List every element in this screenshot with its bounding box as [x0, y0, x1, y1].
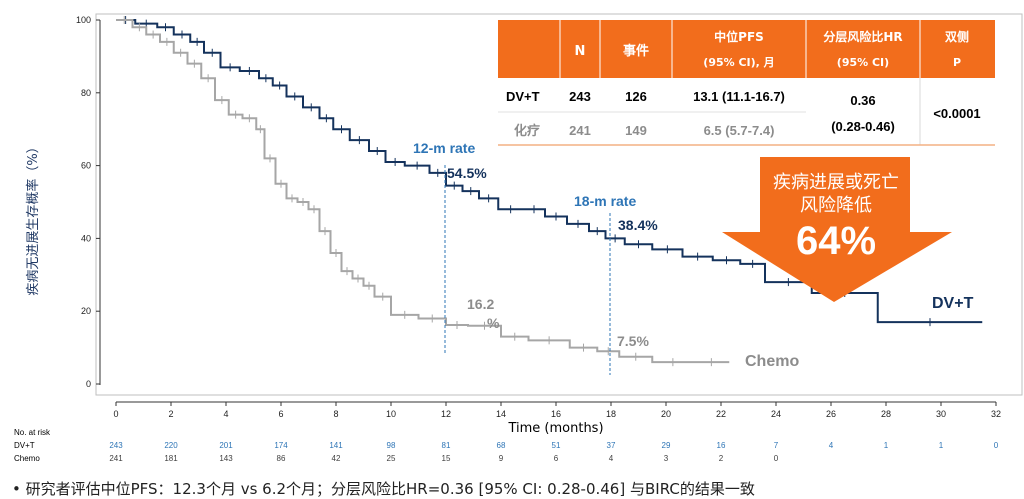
- risk-value: 2: [719, 454, 724, 463]
- risk-value: 1: [884, 441, 889, 450]
- risk-value: 6: [554, 454, 559, 463]
- x-axis-title: Time (months): [507, 421, 603, 436]
- risk-value: 1: [939, 441, 944, 450]
- risk-value: 243: [109, 441, 123, 450]
- risk-value: 51: [552, 441, 561, 450]
- table-header-p: P: [953, 56, 961, 69]
- x-tick-label: 30: [936, 409, 946, 419]
- risk-value: 81: [442, 441, 451, 450]
- y-tick-label: 20: [81, 306, 91, 316]
- chemo-series-label: Chemo: [745, 353, 799, 370]
- rate18-chemo-value: 7.5%: [617, 333, 649, 349]
- summary-table-header-bg: [498, 20, 995, 78]
- x-tick-label: 2: [168, 409, 173, 419]
- x-tick-label: 8: [333, 409, 338, 419]
- risk-value: 29: [662, 441, 671, 450]
- risk-value: 181: [164, 454, 178, 463]
- rate18-dvt-value: 38.4%: [618, 217, 658, 233]
- risk-value: 0: [994, 441, 999, 450]
- table-header-median-ci: (95% CI), 月: [703, 56, 774, 69]
- x-tick-label: 16: [551, 409, 561, 419]
- risk-value: 15: [442, 454, 451, 463]
- rate12-chemo-value-line2: %: [487, 315, 500, 331]
- y-tick-label: 40: [81, 233, 91, 243]
- y-tick-label: 100: [76, 15, 91, 25]
- y-tick-label: 80: [81, 88, 91, 98]
- table-hr-value: 0.36: [850, 93, 875, 108]
- callout-line2: 风险降低: [800, 195, 872, 216]
- risk-value: 37: [607, 441, 616, 450]
- risk-value: 42: [332, 454, 341, 463]
- x-tick-label: 22: [716, 409, 726, 419]
- x-tick-label: 10: [386, 409, 396, 419]
- rate12-dvt-value: 54.5%: [447, 165, 487, 181]
- x-tick-label: 26: [826, 409, 836, 419]
- summary-table: N 事件 中位PFS (95% CI), 月 分层风险比HR (95% CI) …: [498, 20, 995, 146]
- table-row-chemo-events: 149: [625, 123, 647, 138]
- table-row-dvt-events: 126: [625, 89, 647, 104]
- table-row-dvt-arm: DV+T: [506, 89, 540, 104]
- risk-value: 68: [497, 441, 506, 450]
- risk-row-label-dvt: DV+T: [14, 441, 35, 450]
- callout-line1: 疾病进展或死亡: [773, 172, 899, 193]
- x-tick-label: 18: [606, 409, 616, 419]
- risk-value: 25: [387, 454, 396, 463]
- table-hr-ci: (0.28-0.46): [831, 119, 895, 134]
- x-tick-label: 4: [223, 409, 228, 419]
- risk-value: 98: [387, 441, 396, 450]
- y-tick-label: 0: [86, 379, 91, 389]
- x-tick-label: 0: [113, 409, 118, 419]
- table-header-twosided: 双侧: [945, 29, 969, 44]
- table-row-dvt-median: 13.1 (11.1-16.7): [693, 89, 785, 104]
- table-row-dvt-n: 243: [569, 89, 591, 104]
- x-tick-label: 6: [278, 409, 283, 419]
- risk-value: 4: [829, 441, 834, 450]
- risk-value: 7: [774, 441, 779, 450]
- x-tick-label: 14: [496, 409, 506, 419]
- risk-value: 86: [277, 454, 286, 463]
- risk-value: 143: [219, 454, 233, 463]
- x-tick-label: 32: [991, 409, 1001, 419]
- chemo-survival-curve: [116, 19, 730, 364]
- x-tick-label: 20: [661, 409, 671, 419]
- table-row-chemo-n: 241: [569, 123, 591, 138]
- risk-reduction-callout-arrow: [722, 157, 952, 302]
- rate12-title: 12-m rate: [413, 140, 475, 156]
- callout-value: 64%: [796, 219, 876, 263]
- dvt-survival-curve: [116, 19, 983, 324]
- risk-value: 201: [219, 441, 233, 450]
- table-header-hr: 分层风险比HR: [823, 29, 902, 44]
- y-tick-label: 60: [81, 161, 91, 171]
- risk-value: 141: [329, 441, 343, 450]
- table-header-n: N: [575, 44, 586, 59]
- table-row-chemo-arm: 化疗: [514, 123, 540, 139]
- plot-frame: [95, 13, 1023, 396]
- risk-value: 9: [499, 454, 504, 463]
- risk-value: 174: [274, 441, 288, 450]
- rate18-title: 18-m rate: [574, 193, 636, 209]
- risk-value: 241: [109, 454, 123, 463]
- table-row-chemo-median: 6.5 (5.7-7.4): [704, 123, 775, 138]
- table-header-median: 中位PFS: [714, 29, 764, 44]
- table-header-hr-ci: (95% CI): [837, 56, 889, 69]
- risk-value: 220: [164, 441, 178, 450]
- table-p-value: <0.0001: [933, 106, 980, 121]
- x-tick-label: 24: [771, 409, 781, 419]
- risk-row-label-chemo: Chemo: [14, 454, 40, 463]
- risk-value: 16: [717, 441, 726, 450]
- risk-value: 4: [609, 454, 614, 463]
- risk-value: 3: [664, 454, 669, 463]
- footnote: • 研究者评估中位PFS：12.3个月 vs 6.2个月；分层风险比HR=0.3…: [12, 480, 755, 498]
- risk-value: 0: [774, 454, 779, 463]
- risk-table-title: No. at risk: [14, 428, 51, 437]
- table-header-events: 事件: [623, 43, 649, 59]
- x-tick-label: 28: [881, 409, 891, 419]
- dvt-series-label: DV+T: [932, 295, 974, 312]
- x-tick-label: 12: [441, 409, 451, 419]
- rate12-chemo-value-line1: 16.2: [467, 296, 494, 312]
- y-axis-title: 疾病无进展生存概率（%）: [25, 140, 41, 295]
